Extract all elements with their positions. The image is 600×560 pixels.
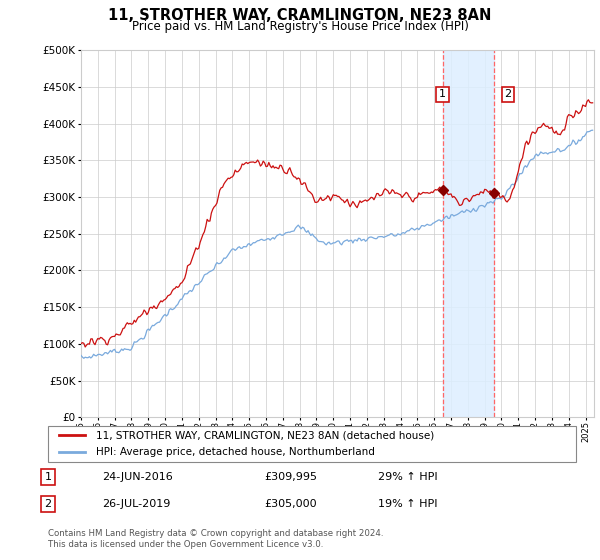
Text: 24-JUN-2016: 24-JUN-2016 bbox=[102, 472, 173, 482]
Text: 19% ↑ HPI: 19% ↑ HPI bbox=[378, 499, 437, 509]
Text: 11, STROTHER WAY, CRAMLINGTON, NE23 8AN: 11, STROTHER WAY, CRAMLINGTON, NE23 8AN bbox=[109, 8, 491, 24]
Text: 2: 2 bbox=[505, 90, 511, 100]
Text: 26-JUL-2019: 26-JUL-2019 bbox=[102, 499, 170, 509]
Text: 11, STROTHER WAY, CRAMLINGTON, NE23 8AN (detached house): 11, STROTHER WAY, CRAMLINGTON, NE23 8AN … bbox=[95, 431, 434, 440]
Text: 29% ↑ HPI: 29% ↑ HPI bbox=[378, 472, 437, 482]
Text: £309,995: £309,995 bbox=[264, 472, 317, 482]
Text: Contains HM Land Registry data © Crown copyright and database right 2024.
This d: Contains HM Land Registry data © Crown c… bbox=[48, 529, 383, 549]
Text: HPI: Average price, detached house, Northumberland: HPI: Average price, detached house, Nort… bbox=[95, 447, 374, 457]
Text: 2: 2 bbox=[44, 499, 52, 509]
Text: Price paid vs. HM Land Registry's House Price Index (HPI): Price paid vs. HM Land Registry's House … bbox=[131, 20, 469, 32]
Text: 1: 1 bbox=[44, 472, 52, 482]
Bar bbox=[443, 50, 494, 417]
Text: £305,000: £305,000 bbox=[264, 499, 317, 509]
Text: 1: 1 bbox=[439, 90, 446, 100]
